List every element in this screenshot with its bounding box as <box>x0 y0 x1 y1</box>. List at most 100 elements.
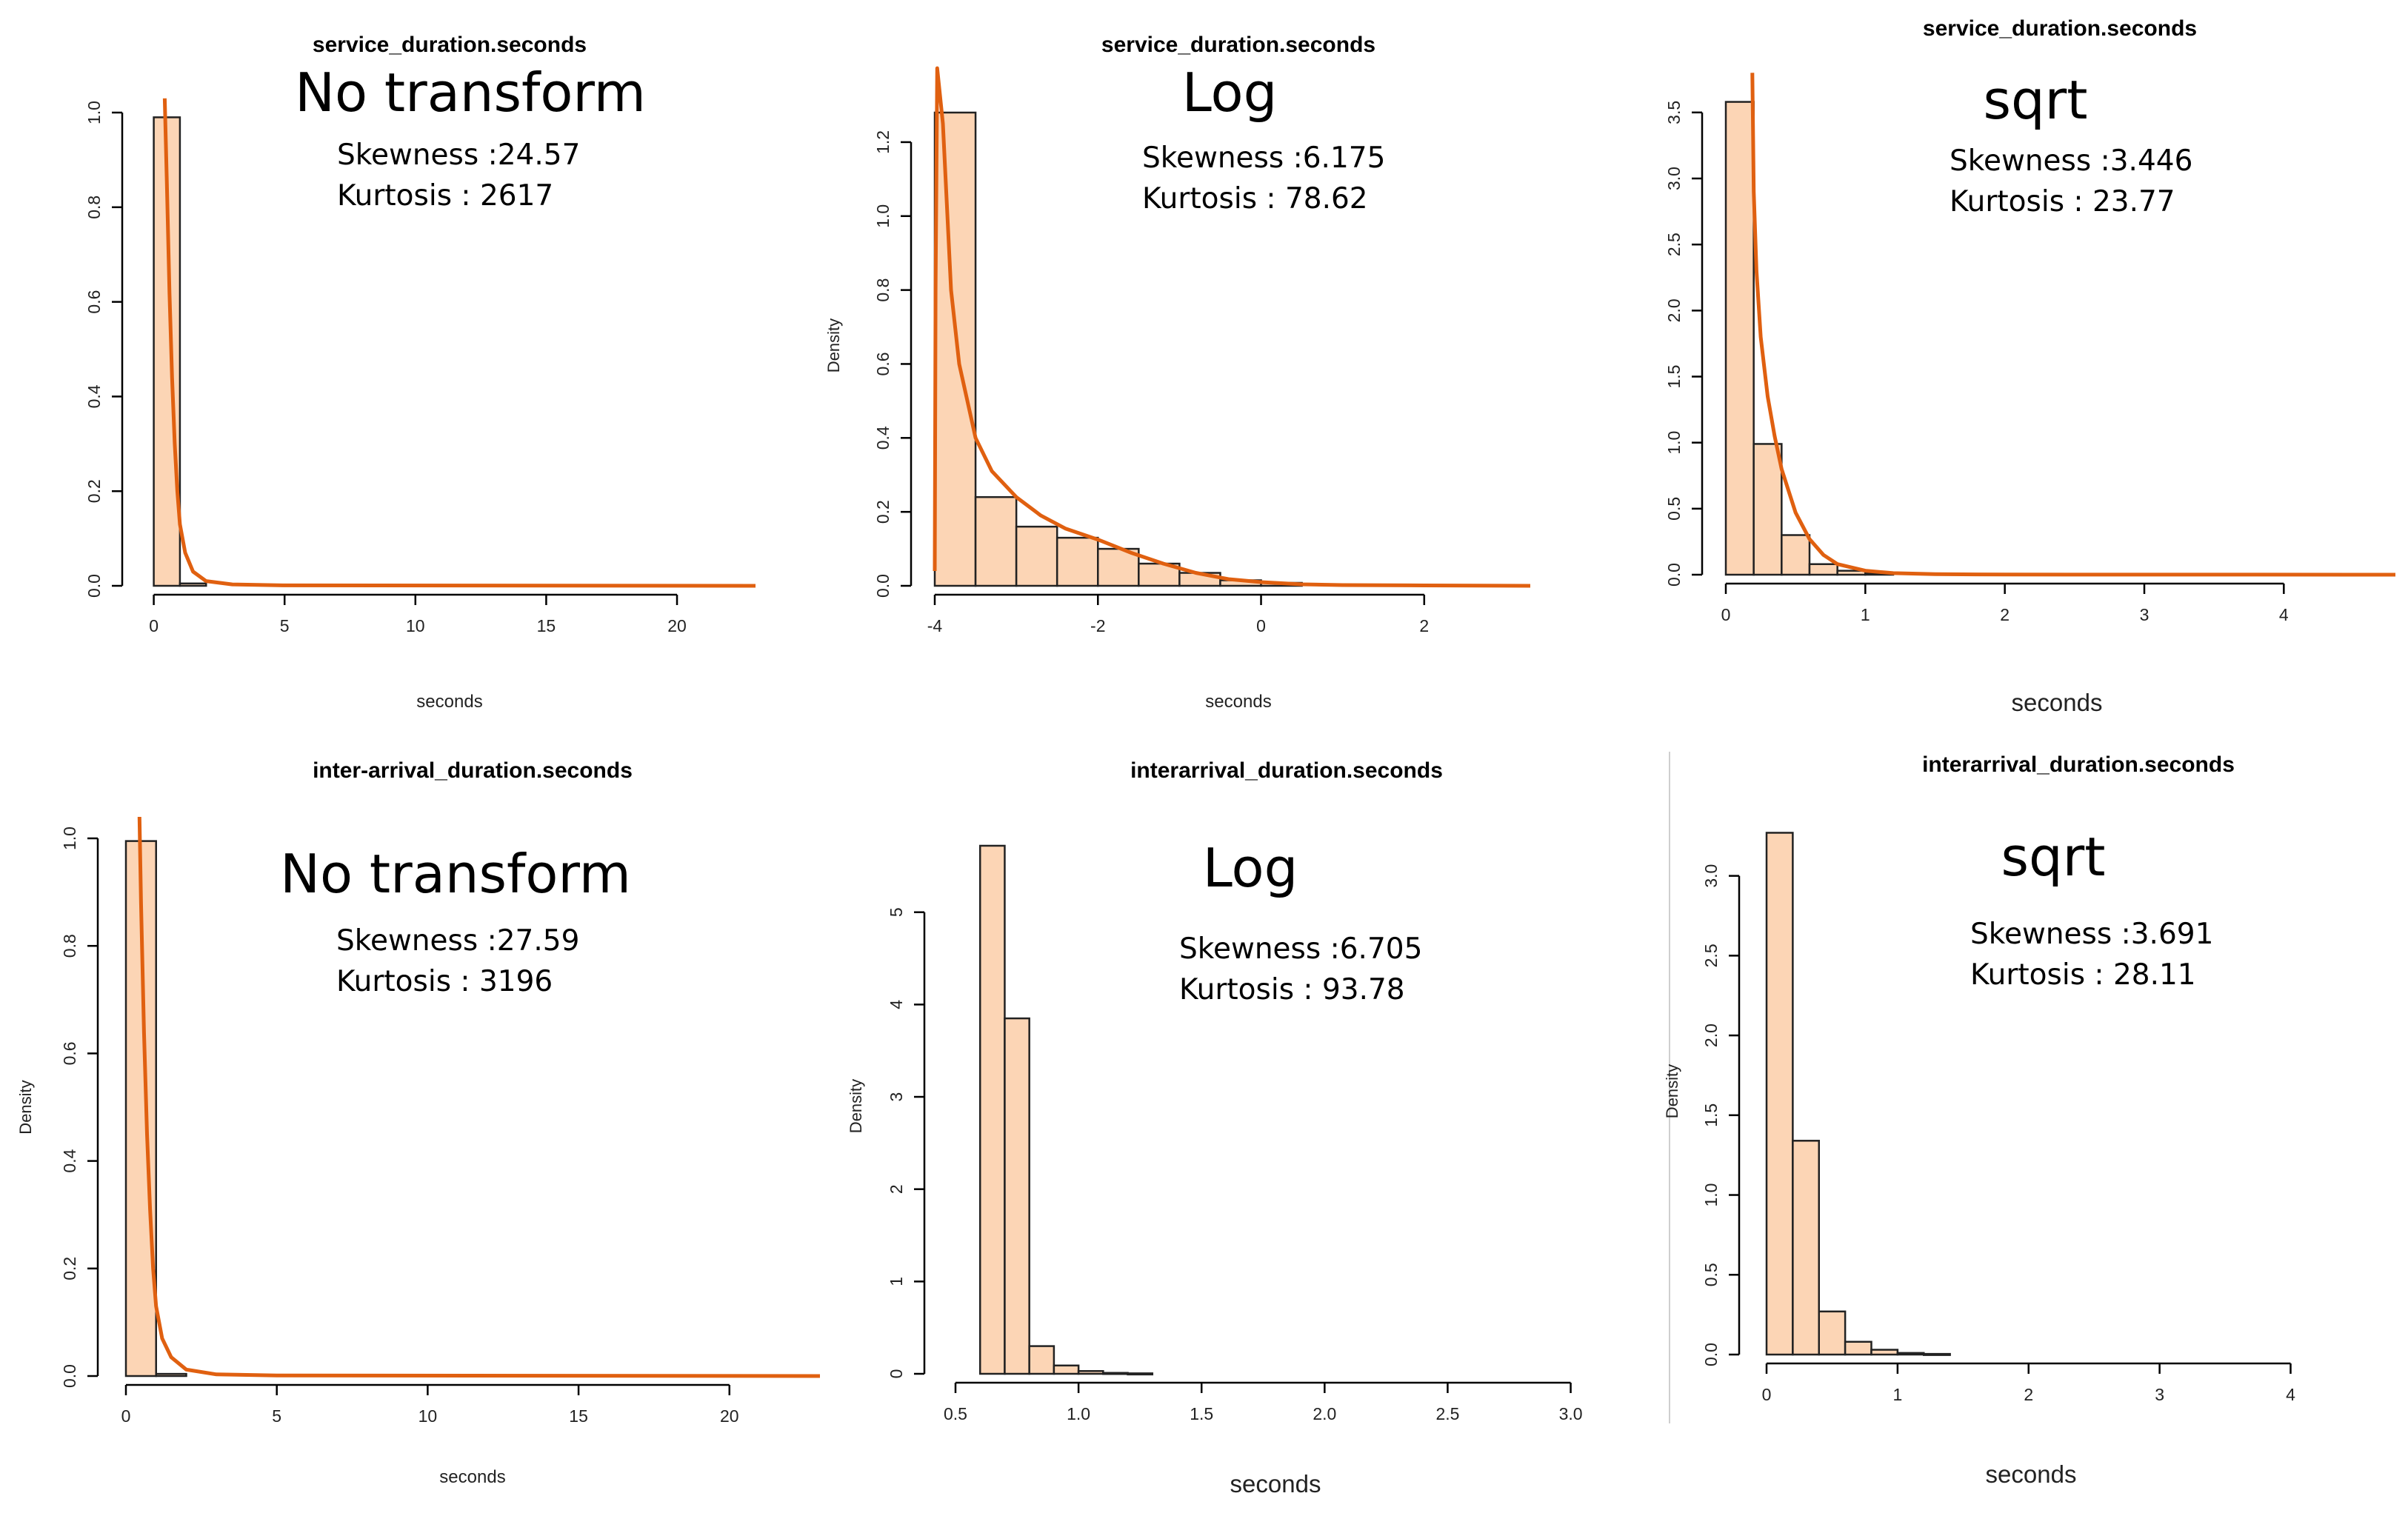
y-tick-label: 0.8 <box>84 196 104 219</box>
x-axis-label: seconds <box>416 692 482 712</box>
panel-title: interarrival_duration.seconds <box>1922 752 2235 777</box>
histogram-bar <box>974 495 1018 587</box>
skewness-annotation: Skewness :27.59 <box>336 924 579 958</box>
histogram-bar <box>179 582 207 587</box>
y-tick-label: 0.4 <box>873 426 893 450</box>
y-tick-label: 1.0 <box>1701 1183 1721 1207</box>
panel-title: service_duration.seconds <box>1923 16 2197 41</box>
histogram-bar <box>1028 1345 1055 1375</box>
y-tick-label: 0.5 <box>1701 1263 1721 1286</box>
y-tick-label: 4 <box>887 1000 906 1009</box>
histogram-bar <box>1724 101 1755 576</box>
histogram-bar <box>1844 1340 1872 1356</box>
skewness-annotation: Skewness :24.57 <box>337 138 580 172</box>
density-curve <box>1750 73 2396 577</box>
x-tick-label: -4 <box>927 616 943 635</box>
x-tick-label: 20 <box>720 1406 739 1426</box>
skewness-annotation: Skewness :6.175 <box>1142 141 1385 175</box>
x-tick-label: 0 <box>1256 616 1266 635</box>
y-axis-label: Density <box>16 1080 35 1134</box>
y-tick-label: 3.0 <box>1701 864 1721 888</box>
histogram-bar <box>978 844 1006 1375</box>
skewness-annotation: Skewness :6.705 <box>1179 932 1422 966</box>
histogram-panel-2: service_duration.seconds -4 -2 0 2 0.0 0.2 0.4 0… <box>824 33 1531 712</box>
x-tick-label: 1.5 <box>1190 1404 1213 1423</box>
y-tick-label: 0.6 <box>84 290 104 314</box>
y-tick-label: 2.5 <box>1664 233 1684 256</box>
histogram-bar <box>1053 1364 1080 1375</box>
y-tick-label: 0.8 <box>60 934 79 958</box>
y-tick-label: 0.2 <box>873 500 893 524</box>
y-tick-label: 0.4 <box>60 1149 79 1172</box>
x-tick-label: 2 <box>2024 1385 2033 1404</box>
histogram-bar <box>1127 1372 1154 1376</box>
y-tick-label: 0.0 <box>873 574 893 598</box>
histogram-panel-6: interarrival_duration.seconds 0 1 2 3 4 0.0 0.5… <box>1663 752 2295 1488</box>
y-tick-label: 1 <box>887 1277 906 1286</box>
histogram-bar <box>1138 562 1181 587</box>
x-tick-label: 5 <box>280 616 290 635</box>
x-tick-label: 2 <box>1419 616 1429 635</box>
x-tick-label: 10 <box>418 1406 438 1426</box>
panel-title: interarrival_duration.seconds <box>1130 758 1443 783</box>
y-tick-label: 3.5 <box>1664 101 1684 124</box>
y-tick-label: 0.5 <box>1664 497 1684 521</box>
y-tick-label: 1.0 <box>873 204 893 228</box>
x-tick-label: 2 <box>2000 605 2010 624</box>
x-tick-label: 15 <box>569 1406 588 1426</box>
histogram-panel-4: inter-arrival_duration.seconds 0 5 10 15 20 0.… <box>16 758 821 1487</box>
histogram-bar <box>1765 832 1794 1356</box>
y-tick-label: 2.0 <box>1664 298 1684 322</box>
histogram-bar <box>1004 1017 1030 1375</box>
histogram-bar <box>1102 1372 1129 1375</box>
y-tick-label: 2.0 <box>1701 1024 1721 1047</box>
y-tick-label: 1.2 <box>873 130 893 154</box>
y-tick-label: 1.5 <box>1664 365 1684 389</box>
y-tick-label: 0.2 <box>84 479 104 503</box>
histogram-bar <box>1792 1140 1820 1356</box>
x-tick-label: 4 <box>2279 605 2289 624</box>
panel-title: inter-arrival_duration.seconds <box>313 758 633 783</box>
y-tick-label: 3 <box>887 1092 906 1102</box>
skewness-annotation: Skewness :3.691 <box>1970 918 2213 951</box>
histogram-bar <box>1752 443 1783 576</box>
x-axis-label: seconds <box>2012 689 2103 716</box>
x-tick-label: 1 <box>1861 605 1870 624</box>
y-tick-label: 0.0 <box>1701 1343 1721 1366</box>
x-tick-label: 5 <box>272 1406 281 1426</box>
histogram-panel-3: service_duration.seconds 0 1 2 3 4 0.0 0.5 1.0 1.… <box>1664 16 2396 716</box>
y-tick-label: 1.0 <box>1664 431 1684 455</box>
skewness-annotation: Skewness :3.446 <box>1950 144 2192 178</box>
transform-annotation: No transform <box>295 61 646 124</box>
x-tick-label: 3 <box>2140 605 2149 624</box>
x-axis-label: seconds <box>1205 692 1271 712</box>
transform-annotation: sqrt <box>2001 826 2105 888</box>
transform-annotation: sqrt <box>1983 69 2087 131</box>
y-axis-label: Density <box>824 318 843 373</box>
x-tick-label: 3 <box>2155 1385 2164 1404</box>
y-tick-label: 1.5 <box>1701 1103 1721 1127</box>
histogram-bar <box>155 1372 187 1378</box>
kurtosis-annotation: Kurtosis : 3196 <box>336 965 553 998</box>
x-axis-label: seconds <box>439 1467 505 1487</box>
y-tick-label: 3.0 <box>1664 167 1684 190</box>
kurtosis-annotation: Kurtosis : 23.77 <box>1950 185 2175 218</box>
y-tick-label: 2 <box>887 1184 906 1194</box>
x-tick-label: 2.5 <box>1435 1404 1459 1423</box>
histogram-bar <box>1781 534 1811 576</box>
kurtosis-annotation: Kurtosis : 78.62 <box>1142 182 1368 216</box>
transform-annotation: Log <box>1182 61 1278 124</box>
transform-annotation: Log <box>1203 837 1298 899</box>
histogram-bar <box>1015 525 1058 587</box>
density-curve <box>162 98 756 588</box>
x-tick-label: 1 <box>1892 1385 1902 1404</box>
histogram-bar <box>933 111 977 587</box>
x-tick-label: 10 <box>406 616 425 635</box>
y-tick-label: 0.6 <box>873 352 893 375</box>
histogram-bar <box>1870 1349 1899 1356</box>
y-tick-label: 1.0 <box>60 827 79 850</box>
x-tick-label: 2.0 <box>1313 1404 1336 1423</box>
y-tick-label: 2.5 <box>1701 944 1721 967</box>
histogram-bar <box>1923 1352 1951 1356</box>
kurtosis-annotation: Kurtosis : 2617 <box>337 179 553 213</box>
